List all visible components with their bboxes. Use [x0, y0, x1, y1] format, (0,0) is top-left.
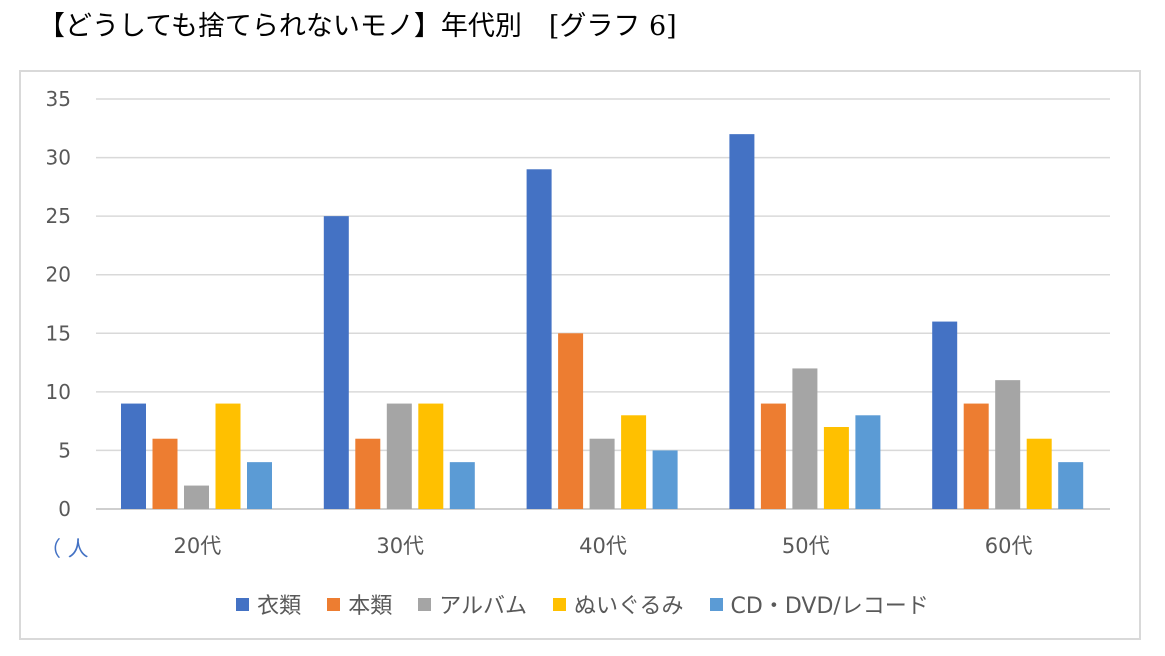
y-tick-label: 5: [58, 438, 71, 462]
x-tick-label: 60代: [985, 534, 1033, 558]
bar: [386, 403, 412, 509]
bar: [558, 333, 584, 509]
y-tick-label: 10: [46, 380, 71, 404]
legend-item: ぬいぐるみ: [552, 588, 684, 620]
y-tick-label: 25: [46, 204, 71, 228]
bar-chart: 0 5 10 15 20 25 30 35 20代 30代 40代 50代 60代: [46, 87, 1110, 558]
y-axis-ticks: 0 5 10 15 20 25 30 35: [46, 87, 71, 521]
legend-swatch: [709, 597, 723, 611]
y-tick-label: 35: [46, 87, 71, 111]
bar: [995, 380, 1021, 509]
bar: [215, 403, 241, 509]
x-tick-label: 50代: [782, 534, 830, 558]
y-tick-label: 30: [46, 146, 71, 170]
bar: [121, 403, 146, 509]
legend-item: CD・DVD/レコード: [709, 588, 929, 620]
bar: [760, 403, 786, 509]
bar: [184, 485, 209, 509]
bars: [121, 134, 1084, 510]
chart-title: 【どうしても捨てられないモノ】年代別 [グラフ 6]: [38, 11, 677, 42]
bar: [589, 438, 615, 509]
legend-swatch: [236, 597, 250, 611]
bar: [855, 415, 881, 509]
legend-swatch: [552, 597, 566, 611]
y-tick-label: 0: [58, 497, 71, 521]
legend-swatch: [327, 597, 341, 611]
bar: [355, 438, 381, 509]
x-axis-ticks: 20代 30代 40代 50代 60代: [174, 534, 1033, 558]
bar: [963, 403, 989, 509]
x-tick-label: 20代: [174, 534, 222, 558]
legend-label: 本類: [348, 594, 393, 619]
bar: [247, 462, 272, 509]
x-tick-label: 40代: [579, 534, 627, 558]
x-tick-label: 30代: [376, 534, 424, 558]
legend-label: CD・DVD/レコード: [730, 594, 929, 619]
bar: [449, 462, 475, 509]
bar: [152, 438, 178, 509]
bar: [932, 321, 958, 509]
bar: [729, 134, 755, 509]
legend-swatch: [418, 597, 432, 611]
legend-label: ぬいぐるみ: [573, 594, 684, 619]
bar: [652, 450, 678, 509]
legend-label: アルバム: [439, 594, 527, 619]
bar: [526, 169, 552, 510]
bar: [1058, 462, 1084, 509]
bar: [792, 368, 818, 509]
legend-item: 本類: [327, 588, 392, 620]
y-tick-label: 15: [46, 321, 71, 345]
bar: [823, 427, 849, 509]
y-tick-label: 20: [46, 263, 71, 287]
legend-label: 衣類: [257, 594, 302, 619]
legend: 衣類 本類 アルバム ぬいぐるみ CD・DVD/レコード: [0, 588, 1165, 620]
bar: [323, 216, 349, 509]
legend-item: 衣類: [236, 588, 301, 620]
y-axis-unit-label: （ 人: [40, 537, 89, 561]
bar: [621, 415, 647, 509]
bar: [1026, 438, 1052, 509]
legend-item: アルバム: [418, 588, 527, 620]
bar: [418, 403, 444, 509]
